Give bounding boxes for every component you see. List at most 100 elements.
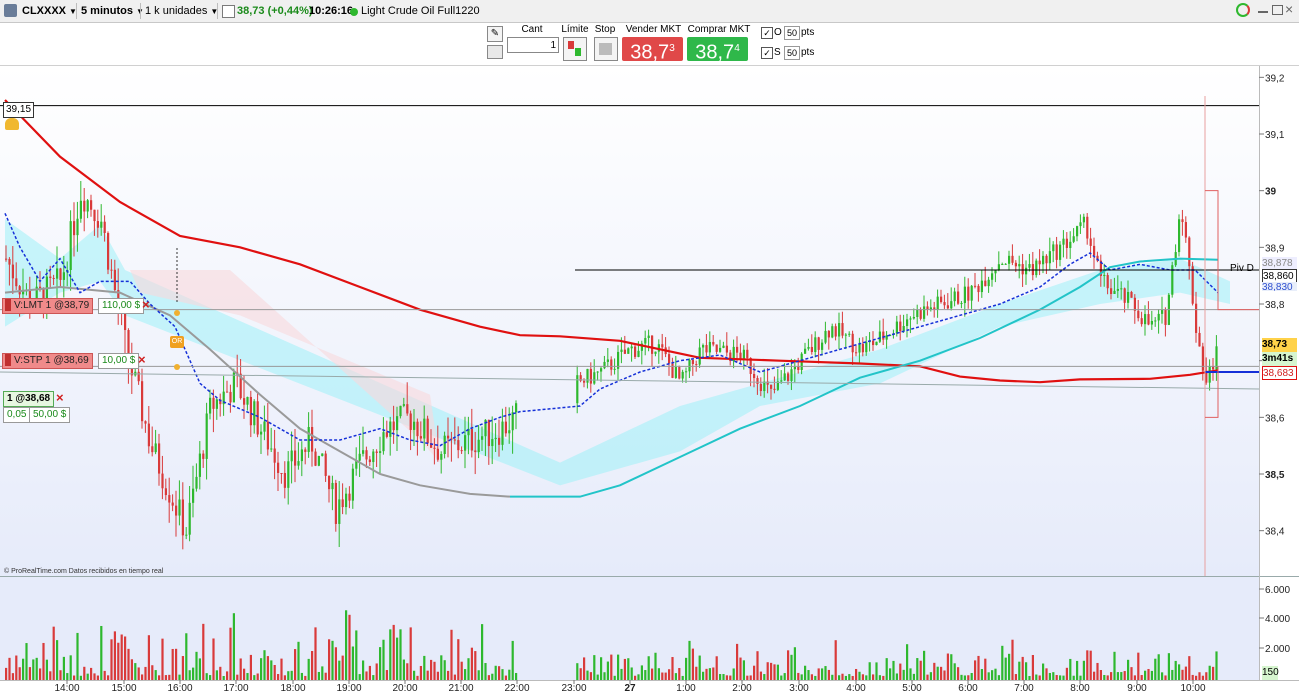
or-icon[interactable]: OR bbox=[170, 336, 184, 348]
wrench-icon[interactable]: ✎ bbox=[487, 26, 503, 42]
stop-order-button[interactable] bbox=[594, 37, 618, 61]
volume-bar bbox=[960, 674, 963, 680]
limit-order-tag[interactable]: V:LMT 1 @38,79 bbox=[2, 298, 94, 314]
volume-bar bbox=[1181, 669, 1184, 680]
keyboard-icon[interactable] bbox=[487, 45, 503, 59]
x-tick-label: 9:00 bbox=[1127, 683, 1147, 694]
volume-bar bbox=[453, 674, 456, 680]
volume-bar bbox=[443, 660, 446, 680]
candle-body bbox=[215, 399, 218, 409]
volume-bar bbox=[426, 670, 429, 680]
volume-bar bbox=[406, 663, 409, 680]
volume-bar bbox=[229, 627, 232, 680]
candle-body bbox=[1215, 346, 1218, 370]
maximize-icon[interactable] bbox=[1272, 5, 1283, 15]
candle-body bbox=[1120, 288, 1123, 290]
candle-body bbox=[416, 421, 419, 437]
candle-body bbox=[290, 450, 293, 462]
candle-body bbox=[494, 437, 497, 440]
volume-bar bbox=[209, 675, 212, 680]
candle-body bbox=[307, 426, 310, 452]
candle-body bbox=[103, 221, 106, 234]
candle-body bbox=[171, 502, 174, 506]
position-tag[interactable]: 1 @38,68 bbox=[3, 391, 55, 407]
volume-bar bbox=[263, 650, 266, 680]
volume-bar bbox=[402, 659, 405, 680]
volume-bar bbox=[1154, 658, 1157, 680]
volume-bar bbox=[647, 656, 650, 680]
volume-bar bbox=[1076, 660, 1079, 680]
top-toolbar: CLXXXX▼ 5 minutos▼ 1 k unidades▼ 38,73 (… bbox=[0, 0, 1299, 23]
volume-bar bbox=[253, 675, 256, 680]
volume-bar bbox=[600, 657, 603, 680]
volume-bar bbox=[311, 650, 314, 680]
volume-bar bbox=[484, 663, 487, 680]
sell-market-button[interactable]: 38,73 bbox=[622, 37, 683, 64]
volume-bar bbox=[1093, 671, 1096, 680]
instrument-selector[interactable]: CLXXXX ▼ bbox=[22, 3, 77, 19]
volume-bar bbox=[93, 673, 96, 680]
volume-bar bbox=[1025, 662, 1028, 680]
candle-body bbox=[865, 342, 868, 353]
minimize-icon[interactable] bbox=[1258, 11, 1268, 13]
candle-body bbox=[1021, 264, 1024, 275]
candle-body bbox=[1133, 297, 1136, 311]
volume-bar bbox=[35, 657, 38, 680]
candle-body bbox=[287, 461, 290, 488]
volume-bar bbox=[705, 668, 708, 680]
candle-body bbox=[1059, 244, 1062, 260]
candle-body bbox=[314, 451, 317, 466]
drag-handle-bottom[interactable] bbox=[174, 364, 180, 370]
o-checkbox[interactable]: ✓ bbox=[761, 27, 773, 39]
close-icon[interactable]: × bbox=[1285, 1, 1294, 17]
cancel-stop-icon[interactable]: × bbox=[138, 352, 146, 367]
refresh-icon[interactable] bbox=[1236, 3, 1250, 17]
volume-bar bbox=[49, 671, 52, 680]
volume-bar bbox=[1110, 672, 1113, 680]
candle-body bbox=[1062, 238, 1065, 245]
volume-bar bbox=[858, 671, 861, 680]
buy-price-sup: 4 bbox=[734, 43, 740, 54]
app-icon[interactable] bbox=[4, 4, 17, 17]
drag-handle-top[interactable] bbox=[174, 310, 180, 316]
buy-market-button[interactable]: 38,74 bbox=[687, 37, 748, 64]
ichimoku-cloud bbox=[5, 219, 1230, 486]
candle-body bbox=[647, 335, 650, 339]
candle-body bbox=[1116, 288, 1119, 291]
divider bbox=[76, 3, 77, 19]
candle-body bbox=[997, 264, 1000, 271]
volume-bar bbox=[117, 642, 120, 680]
close-position-icon[interactable]: × bbox=[56, 390, 64, 405]
drag-handle-icon[interactable] bbox=[5, 299, 11, 312]
quantity-input[interactable] bbox=[507, 37, 559, 53]
price-chart[interactable]: 39,239,13938,938,838,738,638,538,414:001… bbox=[0, 66, 1299, 697]
limit-order-button[interactable] bbox=[563, 37, 587, 61]
volume-bar bbox=[59, 670, 62, 680]
volume-bar bbox=[113, 631, 116, 680]
volume-bar bbox=[11, 673, 14, 680]
volume-pane-bg bbox=[0, 577, 1259, 680]
timeframe-selector[interactable]: 5 minutos▼ bbox=[81, 3, 144, 19]
candle-body bbox=[919, 309, 922, 319]
instrument-label: CLXXXX bbox=[22, 5, 67, 17]
o-points-input[interactable]: 50 bbox=[784, 26, 800, 40]
volume-bar bbox=[1137, 652, 1140, 680]
candle-body bbox=[858, 344, 861, 353]
stop-order-tag[interactable]: V:STP 1 @38,69 bbox=[2, 353, 93, 369]
s-points-input[interactable]: 50 bbox=[784, 46, 800, 60]
s-checkbox[interactable]: ✓ bbox=[761, 47, 773, 59]
volume-bar bbox=[1082, 660, 1085, 680]
units-selector[interactable]: 1 k unidades ▼ bbox=[145, 3, 218, 19]
cancel-limit-icon[interactable]: × bbox=[142, 297, 150, 312]
candle-body bbox=[729, 352, 732, 362]
volume-bar bbox=[630, 667, 633, 680]
volume-bar bbox=[205, 673, 208, 680]
drag-handle-icon[interactable] bbox=[5, 354, 11, 367]
candle-body bbox=[957, 291, 960, 304]
candle-body bbox=[487, 419, 490, 447]
bell-icon[interactable] bbox=[5, 118, 19, 130]
candle-body bbox=[52, 277, 55, 279]
chart-area[interactable]: 39,239,13938,938,838,738,638,538,414:001… bbox=[0, 66, 1299, 697]
volume-bar bbox=[1103, 674, 1106, 680]
x-tick-label: 23:00 bbox=[561, 683, 586, 694]
